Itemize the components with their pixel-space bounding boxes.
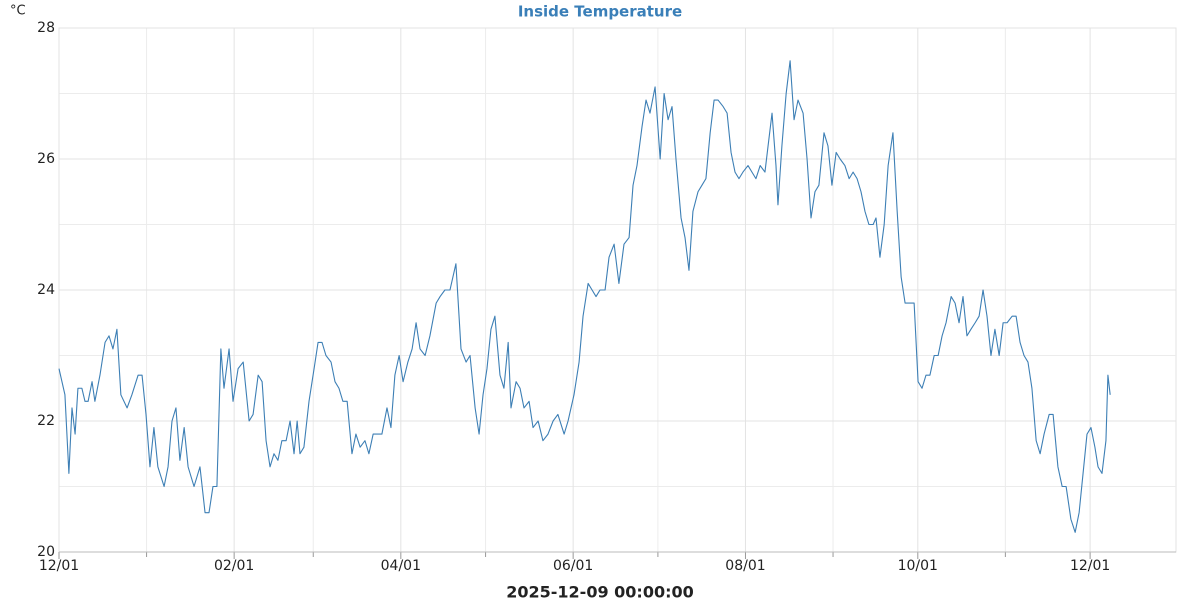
y-axis-unit: °C	[10, 4, 26, 19]
y-tick-label: 22	[37, 413, 55, 429]
x-tick-label: 04/01	[381, 558, 421, 574]
y-tick-label: 20	[37, 544, 55, 560]
chart-title: Inside Temperature	[518, 3, 682, 21]
x-tick-label: 02/01	[214, 558, 254, 574]
x-tick-label: 12/01	[1070, 558, 1110, 574]
y-tick-label: 24	[37, 282, 55, 298]
x-tick-label: 08/01	[725, 558, 765, 574]
y-tick-label: 26	[37, 151, 55, 167]
y-tick-label: 28	[37, 20, 55, 36]
x-tick-label: 12/01	[39, 558, 79, 574]
x-tick-label: 10/01	[898, 558, 938, 574]
x-tick-label: 06/01	[553, 558, 593, 574]
temperature-line	[58, 60, 1111, 533]
x-axis-label: 2025-12-09 00:00:00	[506, 583, 694, 600]
